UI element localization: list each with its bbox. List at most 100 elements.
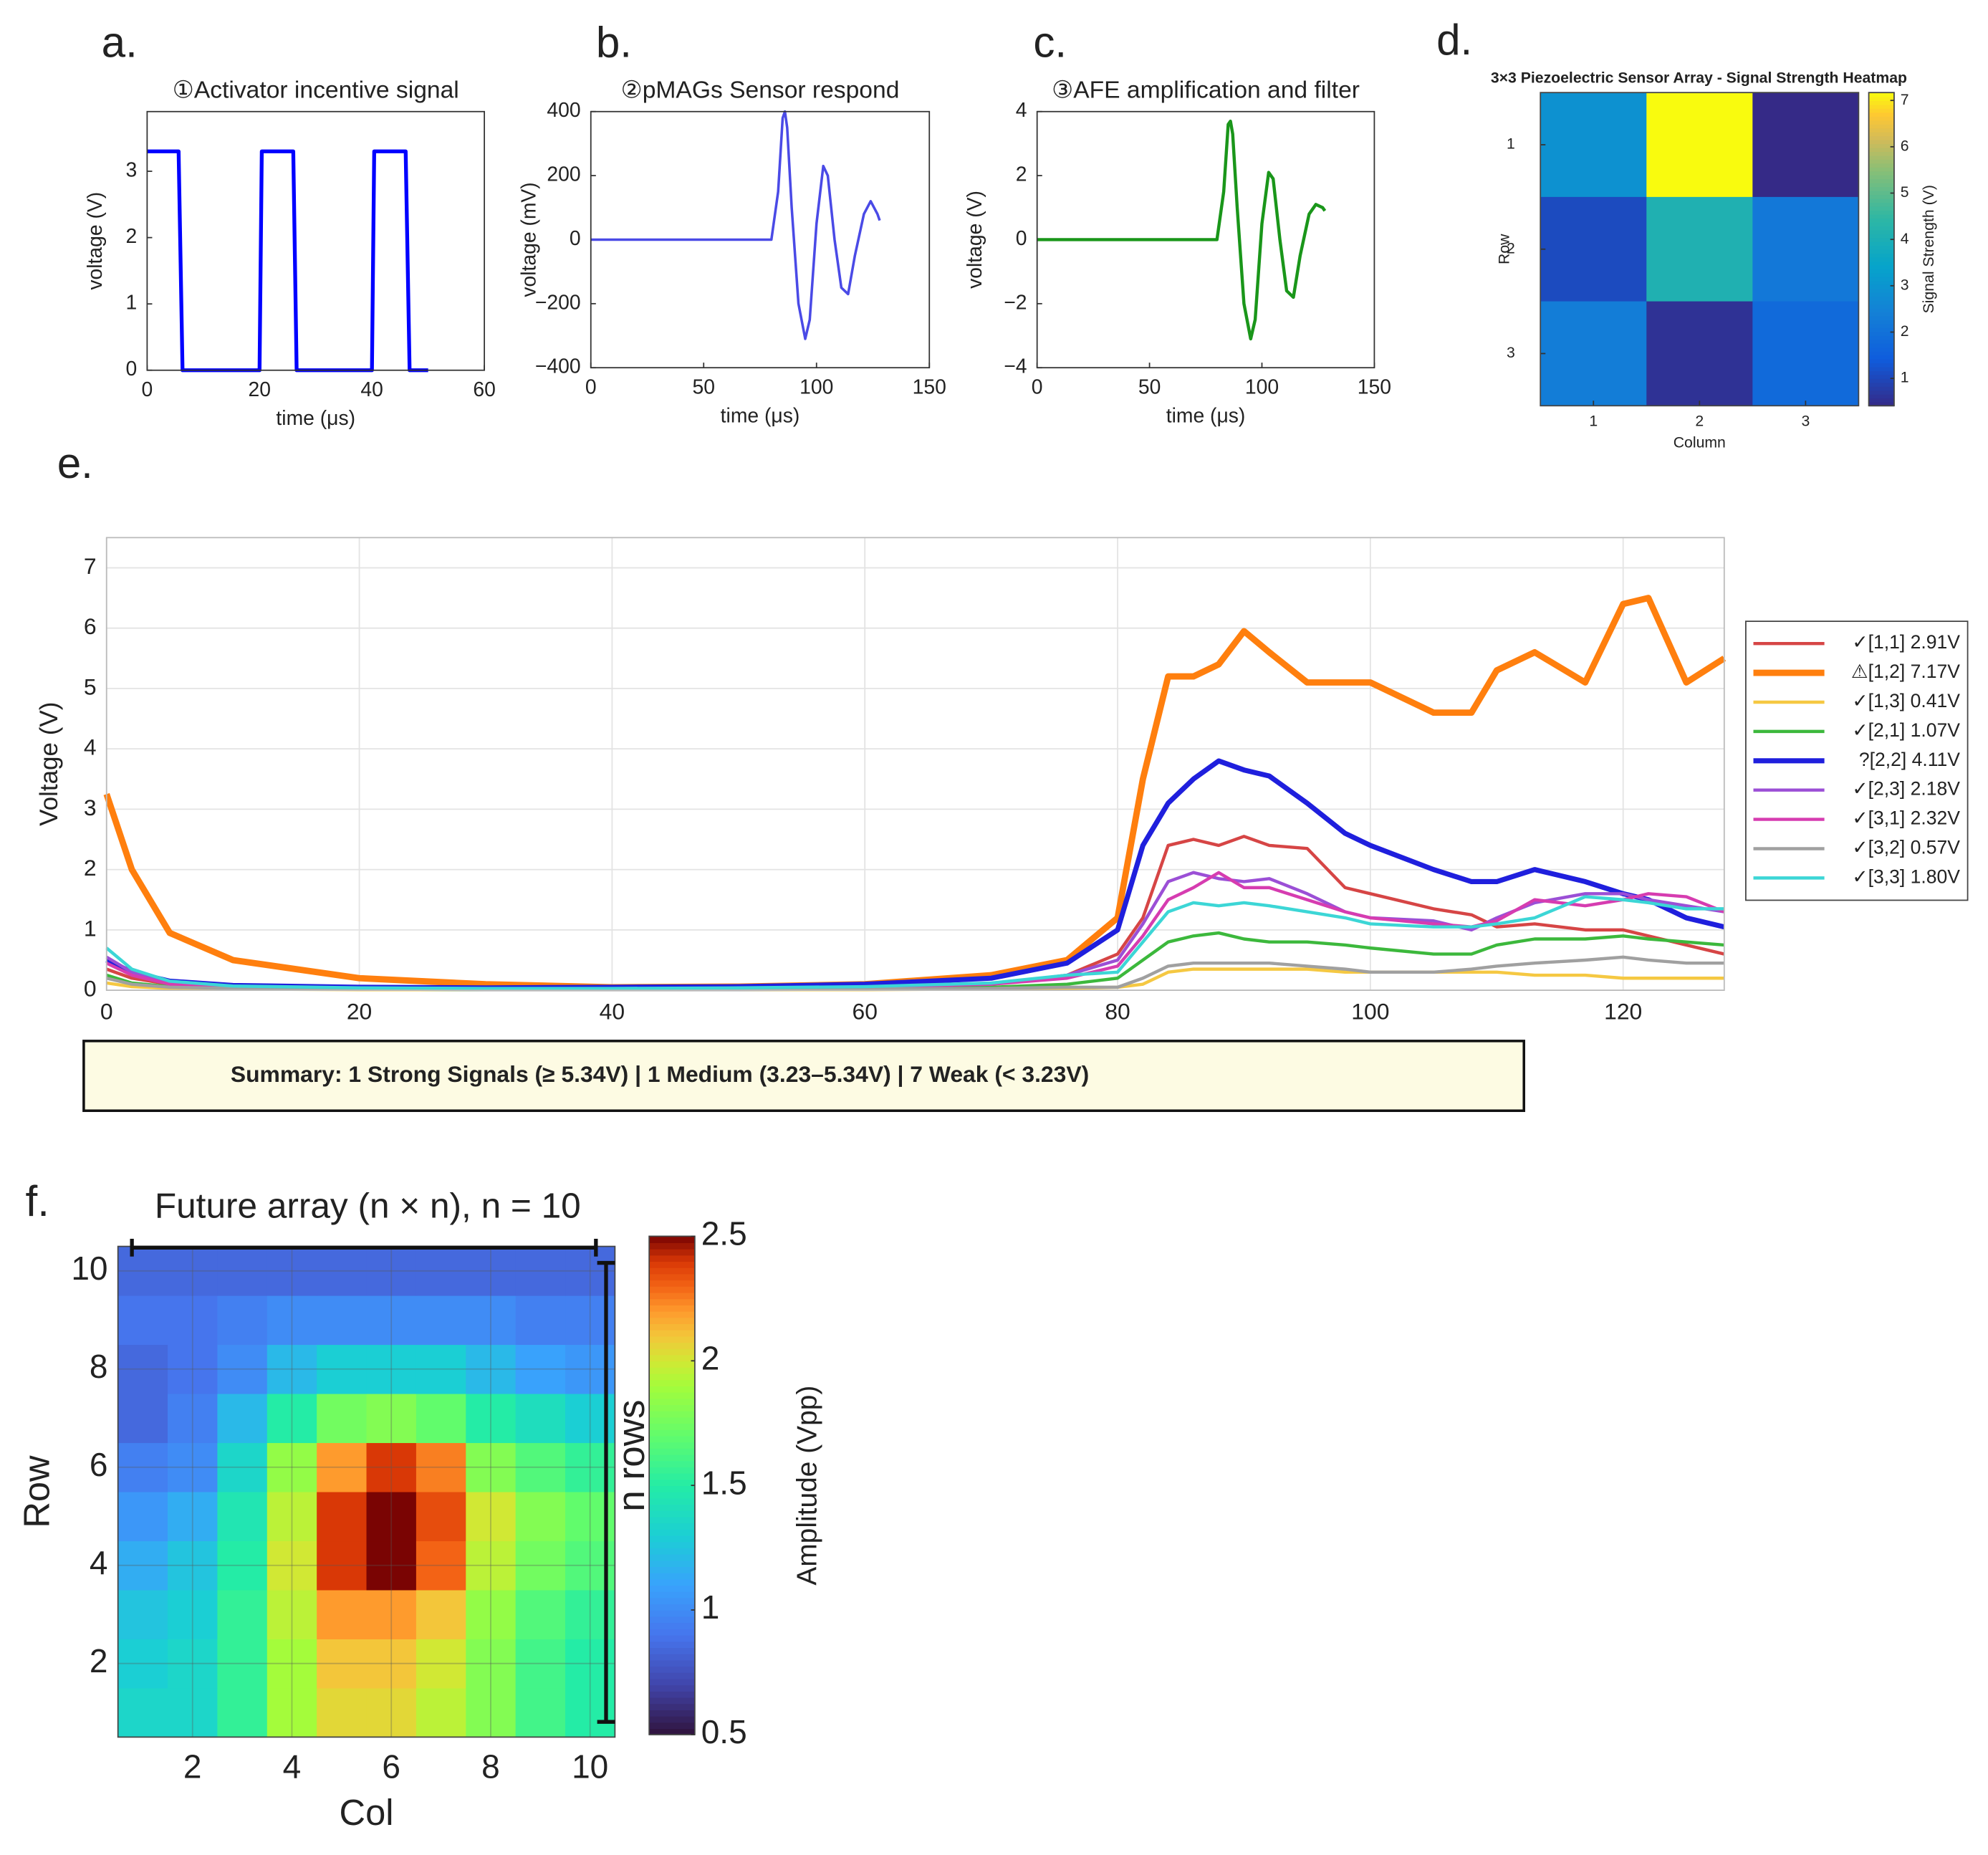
colorbar-segment [1868, 237, 1894, 242]
legend-label: ✓[2,3] 2.18V [1852, 778, 1960, 800]
heatmap-cell [466, 1491, 517, 1542]
colorbar-segment [1868, 366, 1894, 371]
heatmap-cell [266, 1491, 317, 1542]
colorbar-segment [1868, 378, 1894, 383]
x-tick-label: 2 [183, 1748, 202, 1786]
chart-title: ②pMAGs Sensor respond [621, 77, 900, 103]
colorbar-segment [649, 1591, 695, 1598]
heatmap-cell [168, 1394, 218, 1444]
heatmap-cell [1540, 301, 1647, 406]
y-tick-label: 3 [84, 795, 97, 820]
heatmap-cell [117, 1540, 168, 1591]
colorbar-segment [1868, 100, 1894, 105]
colorbar-segment [649, 1629, 695, 1636]
colorbar-segment [649, 1423, 695, 1430]
colorbar-segment [649, 1710, 695, 1717]
x-tick-label: 2 [1695, 413, 1704, 430]
chart-title: ①Activator incentive signal [173, 77, 459, 103]
plot-frame [1540, 92, 1860, 407]
colorbar-segment [649, 1329, 695, 1337]
x-tick-label: 40 [600, 999, 625, 1025]
y-tick-label: 10 [71, 1250, 107, 1287]
heatmap-cell [1646, 196, 1753, 302]
heatmap-cell [466, 1394, 517, 1444]
heatmap-cell [168, 1344, 218, 1394]
colorbar-segment [649, 1467, 695, 1474]
heatmap-cell [317, 1540, 368, 1591]
y-tick-label: 1 [1507, 136, 1515, 153]
heatmap-cell [515, 1442, 566, 1492]
colorbar-segment [1868, 186, 1894, 191]
colorbar-segment [649, 1391, 695, 1399]
y-tick-label: 2 [90, 1642, 108, 1679]
colorbar-segment [649, 1435, 695, 1443]
y-axis-label: voltage (V) [83, 192, 106, 290]
colorbar-segment [1868, 135, 1894, 140]
colorbar-segment [1868, 327, 1894, 332]
x-tick-label: 150 [1358, 375, 1391, 398]
heatmap-cell [1752, 92, 1859, 198]
colorbar-segment [1868, 304, 1894, 309]
colorbar-segment [1868, 210, 1894, 215]
heatmap-cell [266, 1639, 317, 1689]
heatmap-cell [416, 1589, 466, 1639]
panel-label: e. [57, 439, 93, 487]
heatmap-cell [217, 1246, 268, 1296]
y-tick-label: −2 [1004, 290, 1027, 313]
colorbar-segment [1868, 143, 1894, 148]
colorbar-segment [649, 1460, 695, 1467]
y-tick-label: 400 [547, 98, 580, 121]
heatmap-cell [366, 1295, 417, 1346]
colorbar-segment [649, 1728, 695, 1735]
y-tick-label: 6 [90, 1446, 108, 1483]
colorbar-segment [649, 1454, 695, 1462]
legend-label: ✓[3,1] 2.32V [1852, 807, 1960, 829]
heatmap-cell [317, 1687, 368, 1737]
y-tick-label: 3 [1507, 345, 1515, 361]
colorbar-segment [649, 1429, 695, 1437]
colorbar-segment [649, 1703, 695, 1710]
heatmap-cell [117, 1344, 168, 1394]
legend-label: ✓[1,3] 0.41V [1852, 690, 1960, 711]
y-tick-label: 1 [84, 915, 97, 941]
heatmap-cell [217, 1540, 268, 1591]
heatmap-cell [217, 1394, 268, 1444]
heatmap-cell [466, 1442, 517, 1492]
heatmap-cell [466, 1589, 517, 1639]
heatmap-cell [366, 1639, 417, 1689]
x-tick-label: 3 [1801, 413, 1810, 430]
heatmap-cell [317, 1394, 368, 1444]
plot-frame [105, 537, 1725, 991]
colorbar-label: Signal Strength (V) [1921, 185, 1937, 313]
x-tick-label: 4 [283, 1748, 302, 1786]
x-tick-label: 0 [100, 999, 113, 1025]
heatmap-cell [317, 1491, 368, 1542]
y-tick-label: −200 [535, 290, 581, 313]
heatmap-cell [168, 1589, 218, 1639]
x-tick-label: 20 [249, 378, 271, 401]
y-tick-label: 4 [1016, 98, 1027, 121]
x-tick-label: 10 [572, 1748, 608, 1786]
colorbar-segment [649, 1641, 695, 1649]
colorbar-segment [1868, 198, 1894, 203]
colorbar-segment [1868, 280, 1894, 285]
x-tick-label: 100 [799, 375, 833, 398]
heatmap-cell [466, 1246, 517, 1296]
colorbar-segment [1868, 131, 1894, 137]
heatmap-cell [416, 1442, 466, 1492]
colorbar-segment [649, 1447, 695, 1455]
y-tick-label: 1 [125, 291, 137, 314]
heatmap-cell [416, 1295, 466, 1346]
heatmap-cell [515, 1344, 566, 1394]
colorbar-segment [649, 1255, 695, 1262]
colorbar-segment [649, 1417, 695, 1424]
colorbar-segment [1868, 92, 1894, 97]
colorbar-segment [1868, 245, 1894, 250]
colorbar-segment [1868, 393, 1894, 399]
colorbar-segment [649, 1684, 695, 1692]
colorbar-segment [649, 1305, 695, 1312]
colorbar-segment [649, 1373, 695, 1381]
colorbar-segment [649, 1442, 695, 1449]
colorbar-segment [1868, 112, 1894, 117]
y-axis-label: voltage (mV) [517, 182, 539, 297]
